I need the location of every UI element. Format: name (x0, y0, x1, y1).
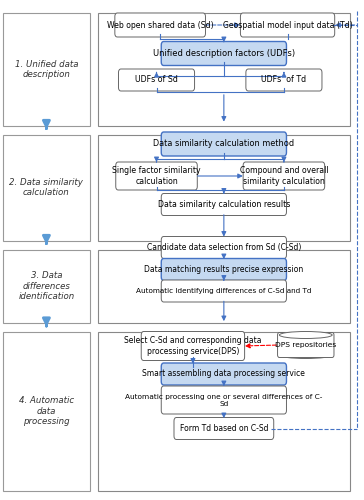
FancyBboxPatch shape (98, 332, 350, 490)
Text: Web open shared data (Sd): Web open shared data (Sd) (107, 20, 213, 30)
Text: Select C-Sd and corresponding data
processing service(DPS): Select C-Sd and corresponding data proce… (124, 336, 262, 355)
Text: Data similarity calculation method: Data similarity calculation method (153, 140, 294, 148)
FancyBboxPatch shape (246, 69, 322, 91)
Text: Smart assembling data processing service: Smart assembling data processing service (142, 370, 305, 378)
FancyBboxPatch shape (161, 42, 286, 66)
FancyBboxPatch shape (243, 162, 325, 190)
Text: Data similarity calculation results: Data similarity calculation results (158, 200, 290, 209)
FancyBboxPatch shape (161, 194, 286, 216)
FancyBboxPatch shape (3, 332, 90, 490)
Text: Form Td based on C-Sd: Form Td based on C-Sd (179, 424, 268, 433)
Text: 4. Automatic
data
processing: 4. Automatic data processing (19, 396, 74, 426)
Text: 1. Unified data
description: 1. Unified data description (15, 60, 78, 79)
FancyBboxPatch shape (98, 250, 350, 323)
FancyBboxPatch shape (3, 13, 90, 126)
FancyBboxPatch shape (161, 386, 286, 414)
FancyBboxPatch shape (3, 134, 90, 240)
Text: DPS repositories: DPS repositories (275, 342, 336, 348)
Text: UDFs of Sd: UDFs of Sd (135, 76, 178, 84)
FancyBboxPatch shape (119, 69, 194, 91)
FancyBboxPatch shape (141, 332, 245, 360)
Ellipse shape (280, 352, 332, 358)
FancyBboxPatch shape (98, 134, 350, 240)
FancyBboxPatch shape (116, 162, 197, 190)
Text: Unified description factors (UDFs): Unified description factors (UDFs) (153, 49, 295, 58)
Text: Data matching results precise expression: Data matching results precise expression (144, 265, 304, 274)
FancyBboxPatch shape (161, 132, 286, 156)
FancyBboxPatch shape (161, 363, 286, 385)
Text: UDFs  of Td: UDFs of Td (261, 76, 306, 84)
Text: Single factor similarity
calculation: Single factor similarity calculation (112, 166, 201, 186)
FancyBboxPatch shape (161, 280, 286, 302)
FancyBboxPatch shape (278, 332, 334, 357)
Text: 3. Data
differences
identification: 3. Data differences identification (18, 272, 75, 301)
FancyBboxPatch shape (241, 13, 335, 37)
FancyBboxPatch shape (3, 250, 90, 323)
FancyBboxPatch shape (115, 13, 206, 37)
Text: Geospatial model input data (Td): Geospatial model input data (Td) (223, 20, 352, 30)
Text: Automatic Identifying differences of C-Sd and Td: Automatic Identifying differences of C-S… (136, 288, 312, 294)
FancyBboxPatch shape (161, 258, 286, 280)
Text: Compound and overall
similarity calculation: Compound and overall similarity calculat… (240, 166, 328, 186)
FancyBboxPatch shape (161, 236, 286, 258)
Text: Candidate data selection from Sd (C-Sd): Candidate data selection from Sd (C-Sd) (147, 243, 301, 252)
FancyBboxPatch shape (174, 418, 274, 440)
Text: 2. Data similarity
calculation: 2. Data similarity calculation (9, 178, 83, 197)
Ellipse shape (280, 332, 332, 338)
Text: Automatic processing one or several differences of C-
Sd: Automatic processing one or several diff… (125, 394, 323, 406)
FancyBboxPatch shape (98, 13, 350, 126)
